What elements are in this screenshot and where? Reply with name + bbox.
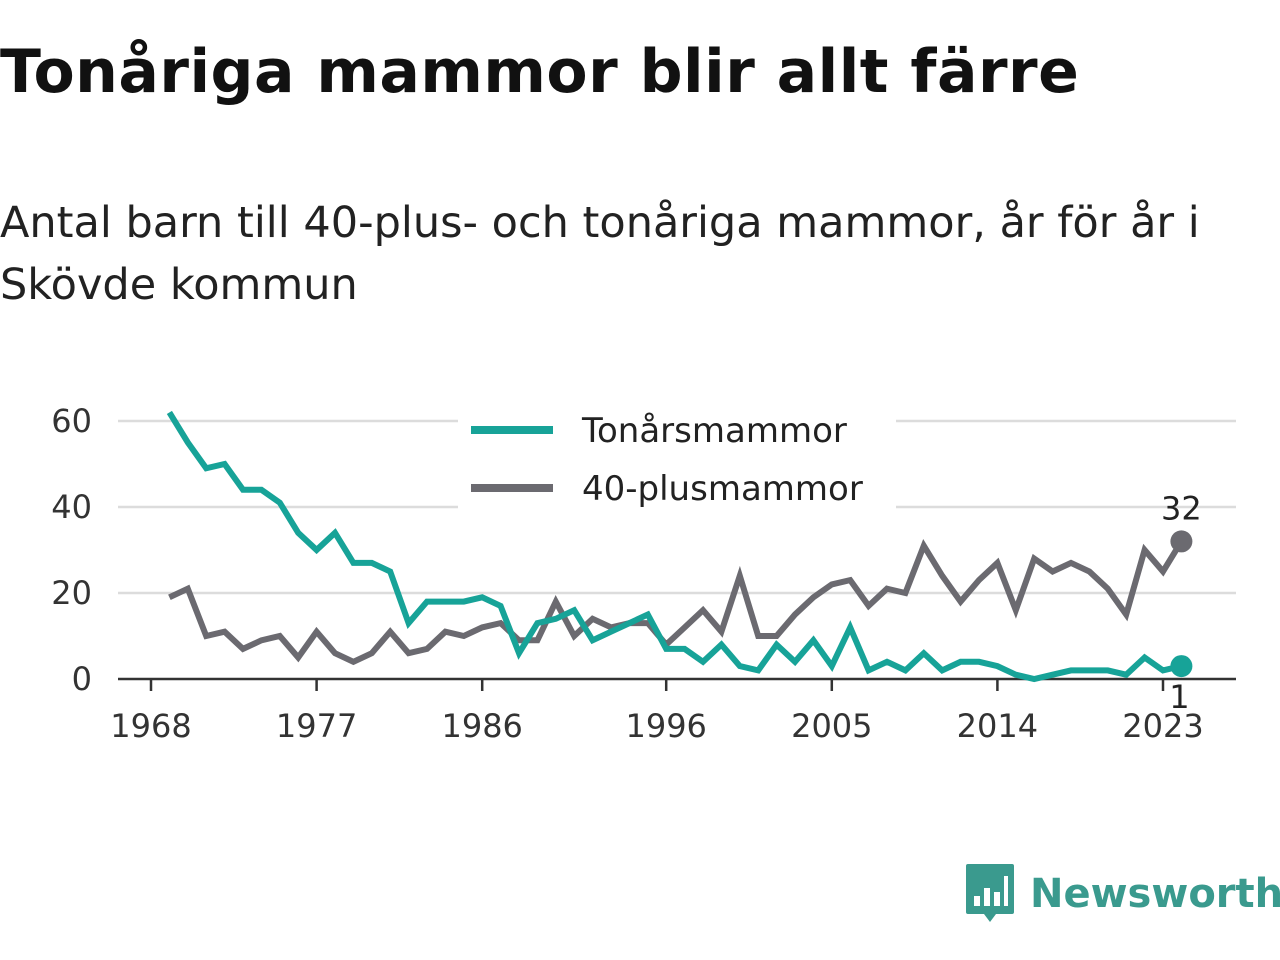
end-label-40-plusmammor: 32 bbox=[1161, 489, 1202, 527]
x-tick-label: 1996 bbox=[625, 707, 706, 745]
x-tick-label: 2005 bbox=[791, 707, 872, 745]
newsworthy-logo-icon bbox=[966, 864, 1014, 922]
legend-background bbox=[458, 402, 896, 512]
series-line-tonarsmammor bbox=[166, 410, 1183, 683]
series-line-40-plusmammor bbox=[168, 538, 1184, 666]
y-axis: 0 20 40 60 bbox=[51, 402, 92, 698]
x-tick-label: 1977 bbox=[276, 707, 357, 745]
chart-subtitle: Antal barn till 40-plus- och tonåriga ma… bbox=[0, 198, 1200, 310]
chart-title: Tonåriga mammor blir allt färre bbox=[0, 37, 1080, 107]
end-label-tonarsmammor: 1 bbox=[1169, 678, 1189, 716]
y-tick-label: 0 bbox=[72, 660, 92, 698]
y-tick-label: 20 bbox=[51, 574, 92, 612]
legend: Tonårsmammor 40-plusmammor bbox=[458, 402, 896, 512]
x-tick-label: 1968 bbox=[110, 707, 191, 745]
end-marker-40-plusmammor bbox=[1170, 530, 1193, 553]
x-axis: 1968 1977 1986 1996 2005 2014 2023 bbox=[110, 677, 1236, 745]
x-tick-label: 1986 bbox=[441, 707, 522, 745]
legend-label-tonarsmammor: Tonårsmammor bbox=[581, 411, 847, 451]
end-marker-tonarsmammor bbox=[1170, 655, 1193, 678]
y-tick-label: 40 bbox=[51, 488, 92, 526]
legend-label-40-plusmammor: 40-plusmammor bbox=[582, 469, 863, 509]
newsworthy-logo: Newsworthy bbox=[964, 862, 1280, 926]
x-tick-label: 2014 bbox=[957, 707, 1038, 745]
newsworthy-logo-text: Newsworthy bbox=[1030, 871, 1280, 917]
y-tick-label: 60 bbox=[51, 402, 92, 440]
end-markers: 1 32 bbox=[1161, 489, 1202, 716]
series-lines bbox=[166, 410, 1184, 683]
x-tick-label: 2023 bbox=[1122, 707, 1203, 745]
